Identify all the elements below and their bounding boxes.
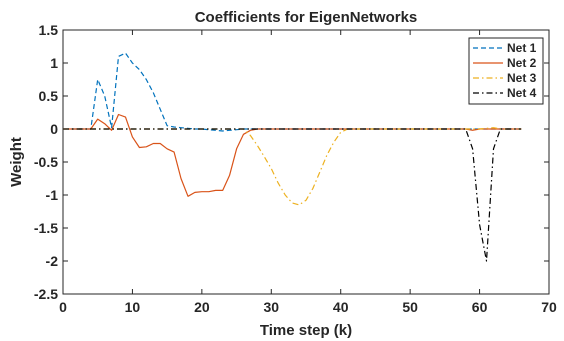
y-tick-label: 1.5: [39, 22, 59, 38]
x-tick-label: 50: [402, 299, 418, 315]
series-line-net-2: [63, 113, 522, 197]
y-tick-label: 0: [50, 121, 58, 137]
legend-label-net-2: Net 2: [507, 56, 537, 70]
x-tick-label: 40: [333, 299, 349, 315]
x-tick-label: 10: [125, 299, 141, 315]
legend-box: [468, 37, 544, 105]
y-tick-label: 1: [50, 55, 58, 71]
axes-layer: 0 10 20 30 40 50 60 70 -2.5 -2 -1.5 -1 -0.5 0 0.5 1 1.5: [34, 22, 557, 315]
series-layer: [63, 52, 522, 262]
chart-title: Coefficients for EigenNetworks: [195, 9, 418, 26]
x-tick-label: 70: [541, 299, 557, 315]
x-tick-label: 60: [472, 299, 488, 315]
x-tick-label: 0: [59, 299, 67, 315]
y-axis-label: Weight: [8, 137, 25, 187]
legend-label-net-4: Net 4: [507, 86, 537, 100]
x-tick-label: 20: [194, 299, 210, 315]
legend-label-net-3: Net 3: [507, 71, 537, 85]
x-tick-label: 30: [263, 299, 279, 315]
series-line-net-1: [63, 52, 522, 132]
plot-area: [62, 29, 550, 295]
y-tick-label: -1.5: [34, 220, 58, 236]
plot-frame: [62, 29, 550, 295]
y-tick-label: -2: [46, 253, 59, 269]
y-tick-label: 0.5: [39, 88, 59, 104]
series-line-net-3: [63, 127, 522, 206]
y-tick-label: -1: [46, 187, 59, 203]
x-axis-label: Time step (k): [260, 322, 352, 339]
y-tick-label: -0.5: [34, 154, 58, 170]
legend-label-net-1: Net 1: [507, 41, 537, 55]
y-tick-label: -2.5: [34, 286, 58, 302]
